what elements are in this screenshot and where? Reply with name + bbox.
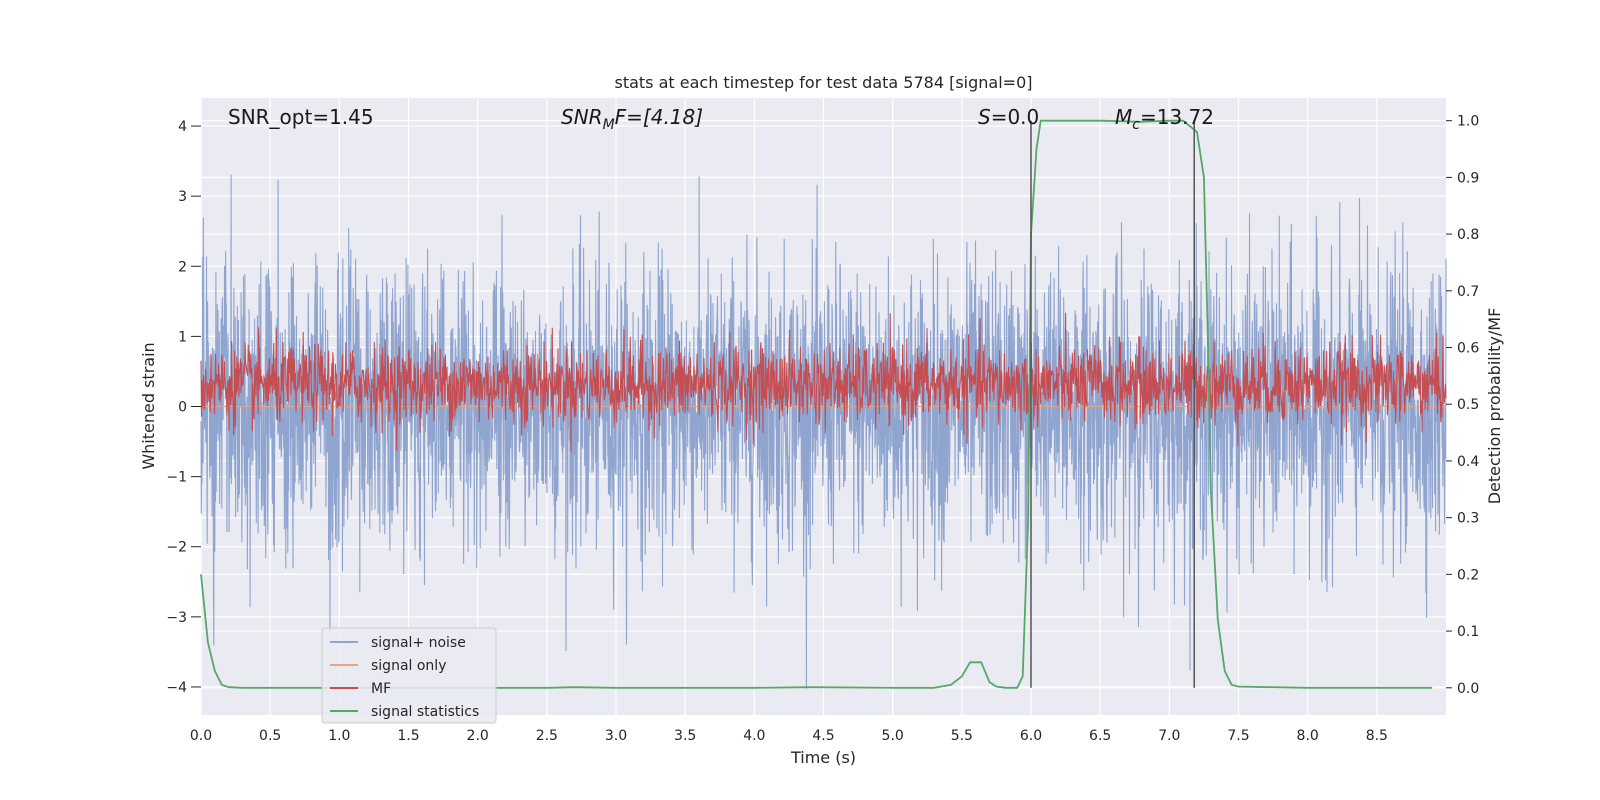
y-left-tick-label: 1 xyxy=(178,329,187,345)
y-right-tick-label: 0.7 xyxy=(1457,284,1479,300)
annotation-mc: Mc=13.72 xyxy=(1115,105,1214,133)
x-tick-label: 1.5 xyxy=(397,728,419,744)
y-left-tick-labels: 4 3 2 1 0 −1 −2 −3 −4 xyxy=(166,119,201,696)
mc-rest: =13.72 xyxy=(1140,105,1214,129)
x-tick-label: 7.5 xyxy=(1227,728,1249,744)
x-tick-labels: 0.0 0.5 1.0 1.5 2.0 2.5 3.0 3.5 4.0 4.5 5.0 5.5 6.0 6… xyxy=(190,728,1388,744)
x-tick-label: 0.0 xyxy=(190,728,212,744)
y-right-tick-label: 0.4 xyxy=(1457,454,1479,470)
y-left-tick-label: 0 xyxy=(178,400,187,416)
y-right-tick-label: 0.6 xyxy=(1457,341,1479,357)
y-right-tick-label: 0.3 xyxy=(1457,511,1479,527)
y-right-tick-label: 0.9 xyxy=(1457,170,1479,186)
x-tick-label: 3.0 xyxy=(605,728,627,744)
x-tick-label: 6.0 xyxy=(1020,728,1042,744)
y-right-tick-label: 0.2 xyxy=(1457,567,1479,583)
mc-sub: c xyxy=(1132,117,1140,133)
x-axis-title: Time (s) xyxy=(790,748,856,767)
legend-items: signal+ noise signal only MF signal statist… xyxy=(330,635,479,720)
s-rest: =0.0 xyxy=(991,105,1040,129)
x-tick-label: 2.0 xyxy=(467,728,489,744)
series-mf xyxy=(200,312,1447,453)
x-tick-label: 8.5 xyxy=(1366,728,1388,744)
y-left-tick-label: −4 xyxy=(166,680,187,696)
x-tick-label: 1.0 xyxy=(328,728,350,744)
y-left-axis-title: Whitened strain xyxy=(139,342,158,469)
annotation-s: S=0.0 xyxy=(978,105,1039,129)
y-right-tick-labels: 1.0 0.9 0.8 0.7 0.6 0.5 0.4 0.3 0.2 0.1 0.0 xyxy=(1446,114,1479,697)
y-left-tick-label: −3 xyxy=(166,610,187,626)
y-left-tick-label: 3 xyxy=(178,189,187,205)
mc-main: M xyxy=(1115,105,1132,129)
x-tick-label: 7.0 xyxy=(1158,728,1180,744)
s-main: S xyxy=(978,105,991,129)
legend-label: signal only xyxy=(371,658,446,674)
y-left-tick-label: 2 xyxy=(178,259,187,275)
y-right-axis-title: Detection probability/MF xyxy=(1485,308,1504,505)
annotation-snr-opt: SNR_opt=1.45 xyxy=(228,105,374,129)
x-tick-label: 4.0 xyxy=(743,728,765,744)
y-right-tick-label: 0.1 xyxy=(1457,624,1479,640)
chart-title: stats at each timestep for test data 578… xyxy=(614,73,1032,92)
y-right-tick-label: 1.0 xyxy=(1457,114,1479,130)
y-left-tick-label: 4 xyxy=(178,119,187,135)
y-left-tick-label: −1 xyxy=(166,470,187,486)
x-tick-label: 2.5 xyxy=(536,728,558,744)
snr-mf-rest: F=[4.18] xyxy=(615,105,703,129)
snr-mf-main: SNR xyxy=(561,105,603,129)
x-tick-label: 6.5 xyxy=(1089,728,1111,744)
legend-label: signal+ noise xyxy=(371,635,466,651)
x-tick-label: 5.0 xyxy=(882,728,904,744)
legend-box xyxy=(321,627,497,724)
y-right-tick-label: 0.8 xyxy=(1457,227,1479,243)
legend-label: MF xyxy=(371,681,391,697)
series-layer xyxy=(200,119,1447,690)
legend: signal+ noise signal only MF signal statist… xyxy=(321,627,497,724)
annotation-snr-mf: SNRMF=[4.18] xyxy=(561,105,703,133)
legend-label: signal statistics xyxy=(371,704,479,720)
y-left-tick-label: −2 xyxy=(166,540,187,556)
x-tick-label: 0.5 xyxy=(259,728,281,744)
x-tick-label: 8.0 xyxy=(1297,728,1319,744)
y-right-tick-label: 0.0 xyxy=(1457,681,1479,697)
x-tick-label: 3.5 xyxy=(674,728,696,744)
snr-mf-sub: M xyxy=(603,117,615,133)
x-tick-label: 5.5 xyxy=(951,728,973,744)
x-tick-label: 4.5 xyxy=(812,728,834,744)
vertical-markers xyxy=(1030,120,1195,688)
y-right-tick-label: 0.5 xyxy=(1457,397,1479,413)
